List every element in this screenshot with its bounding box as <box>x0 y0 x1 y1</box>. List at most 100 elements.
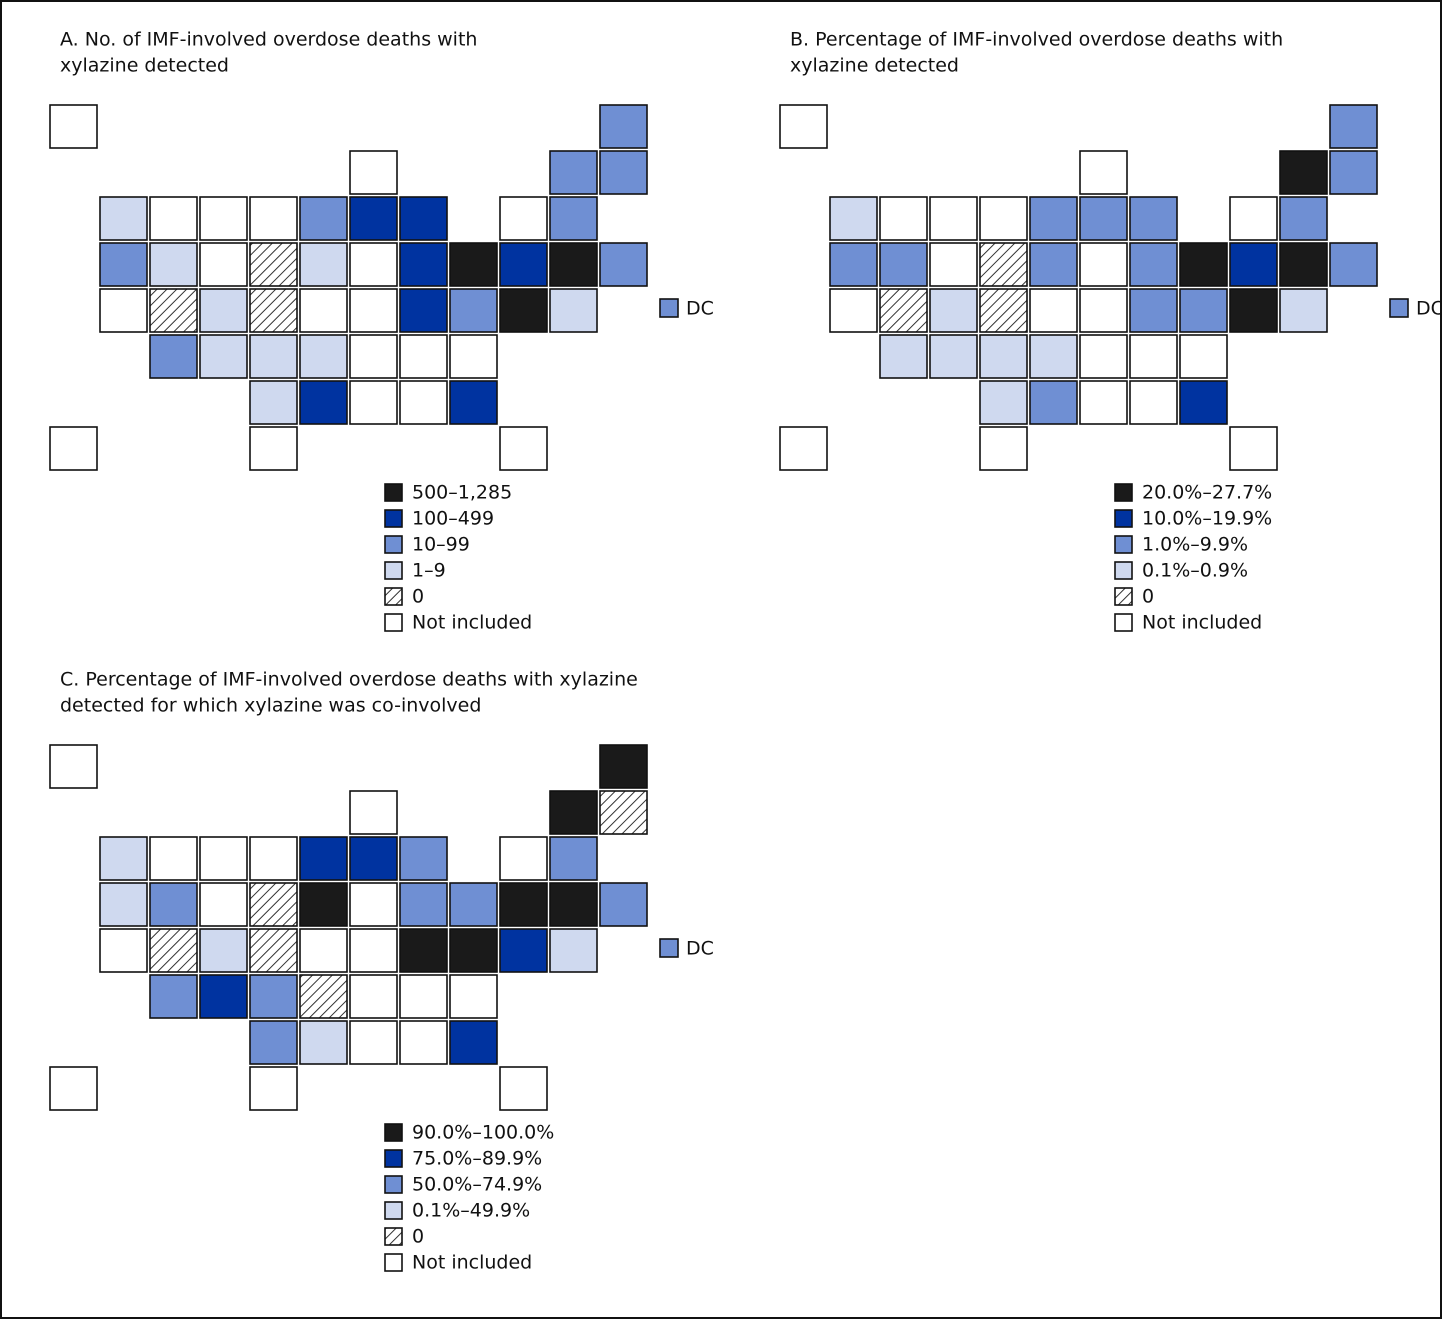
state <box>979 196 1028 241</box>
legend-swatch <box>384 1123 403 1142</box>
state <box>929 334 978 379</box>
state <box>399 288 448 333</box>
state <box>49 104 98 149</box>
state <box>1279 288 1328 333</box>
state <box>1079 334 1128 379</box>
state <box>199 974 248 1019</box>
legend-swatch <box>384 587 403 606</box>
state <box>1229 242 1278 287</box>
state <box>499 928 548 973</box>
state <box>399 380 448 425</box>
legend-label: 0 <box>1142 586 1154 608</box>
state <box>1079 196 1128 241</box>
state <box>929 288 978 333</box>
legend-swatch <box>1114 509 1133 528</box>
state <box>249 1066 298 1111</box>
state <box>199 288 248 333</box>
dc-label: DC <box>686 938 714 960</box>
state <box>149 928 198 973</box>
state <box>549 288 598 333</box>
state <box>499 1066 548 1111</box>
state <box>99 882 148 927</box>
state <box>929 196 978 241</box>
state <box>1029 242 1078 287</box>
state <box>979 334 1028 379</box>
state <box>399 882 448 927</box>
legend-swatch <box>384 1227 403 1246</box>
panel-title: B. Percentage of IMF-involved overdose d… <box>790 29 1283 51</box>
state <box>929 242 978 287</box>
state <box>199 928 248 973</box>
state <box>979 288 1028 333</box>
state <box>149 196 198 241</box>
dc-label: DC <box>1416 298 1442 320</box>
panel-title: detected for which xylazine was co-invol… <box>60 695 481 717</box>
legend-label: 50.0%–74.9% <box>412 1174 542 1196</box>
state <box>879 196 928 241</box>
state <box>349 242 398 287</box>
state <box>979 380 1028 425</box>
state <box>1029 334 1078 379</box>
state <box>249 196 298 241</box>
state <box>49 426 98 471</box>
state <box>299 334 348 379</box>
state <box>599 882 648 927</box>
state <box>979 242 1028 287</box>
state <box>199 196 248 241</box>
state <box>299 242 348 287</box>
state <box>399 334 448 379</box>
panel-title: xylazine detected <box>790 55 959 77</box>
state <box>249 288 298 333</box>
state <box>1129 242 1178 287</box>
state <box>599 790 648 835</box>
state <box>879 242 928 287</box>
state <box>449 928 498 973</box>
state <box>499 196 548 241</box>
state <box>1179 242 1228 287</box>
legend-label: 0.1%–0.9% <box>1142 560 1248 582</box>
state <box>149 334 198 379</box>
state <box>879 334 928 379</box>
state <box>249 974 298 1019</box>
legend-label: Not included <box>412 1252 532 1274</box>
state <box>1179 334 1228 379</box>
state <box>399 928 448 973</box>
legend-swatch <box>384 1175 403 1194</box>
state <box>1279 196 1328 241</box>
state <box>979 426 1028 471</box>
legend-label: Not included <box>1142 612 1262 634</box>
legend-swatch <box>384 1149 403 1168</box>
state <box>149 882 198 927</box>
state <box>99 836 148 881</box>
state <box>349 836 398 881</box>
state <box>149 974 198 1019</box>
state <box>149 836 198 881</box>
legend-swatch <box>1114 483 1133 502</box>
legend-label: Not included <box>412 612 532 634</box>
state <box>99 242 148 287</box>
legend-label: 1–9 <box>412 560 446 582</box>
dc-label: DC <box>686 298 714 320</box>
state <box>399 836 448 881</box>
state <box>449 242 498 287</box>
dc-box <box>659 938 679 958</box>
legend-label: 0.1%–49.9% <box>412 1200 530 1222</box>
state <box>299 974 348 1019</box>
state <box>399 196 448 241</box>
state <box>149 242 198 287</box>
state <box>449 380 498 425</box>
state <box>1129 288 1178 333</box>
legend-swatch <box>1114 613 1133 632</box>
state <box>499 242 548 287</box>
dc-box <box>659 298 679 318</box>
state <box>199 242 248 287</box>
state <box>249 1020 298 1065</box>
state <box>399 242 448 287</box>
legend-swatch <box>384 613 403 632</box>
panel-title: C. Percentage of IMF-involved overdose d… <box>60 669 638 691</box>
state <box>829 196 878 241</box>
legend-swatch <box>1114 535 1133 554</box>
legend-label: 20.0%–27.7% <box>1142 482 1272 504</box>
